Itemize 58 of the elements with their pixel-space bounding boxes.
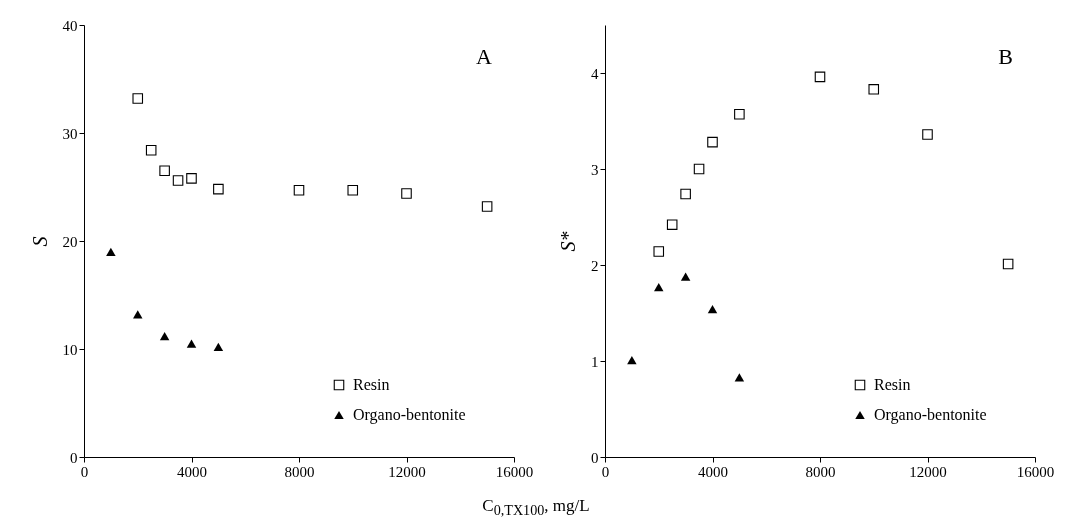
point (401, 188, 412, 199)
point (186, 339, 197, 348)
x-tick-label: 0 (80, 463, 89, 480)
point (213, 342, 224, 351)
y-axis-title: S* (557, 231, 579, 252)
point (653, 246, 665, 257)
point (680, 272, 691, 281)
point (347, 184, 359, 196)
point (734, 108, 745, 120)
annotation: B (998, 44, 1013, 69)
legend-label: Resin (353, 376, 390, 393)
point (922, 129, 933, 140)
point (693, 163, 705, 175)
x-tick-label: 4000 (698, 463, 728, 480)
y-tick-label: 0 (70, 449, 78, 466)
x-tick-label: 16000 (495, 463, 534, 480)
x-tick-label: 8000 (284, 463, 315, 480)
y-tick-label: 4 (591, 65, 599, 82)
y-tick-label: 0 (591, 449, 599, 466)
point (734, 373, 745, 382)
point (1002, 258, 1014, 270)
y-tick-label: 20 (62, 233, 78, 250)
point (707, 305, 718, 314)
x-tick-label: 16000 (1016, 463, 1055, 480)
point (145, 144, 157, 156)
point (627, 355, 637, 365)
point (106, 247, 116, 256)
point (481, 201, 493, 212)
legend-label: Organo-bentonite (353, 406, 466, 424)
y-tick-label: 40 (62, 17, 78, 34)
x-tick-label: 4000 (177, 463, 207, 480)
point (159, 331, 170, 341)
point (707, 136, 718, 148)
y-tick-label: 3 (591, 161, 599, 178)
legend-label: Organo-bentonite (874, 406, 987, 424)
point (172, 175, 184, 186)
y-tick-label: 2 (591, 257, 599, 274)
point (814, 71, 826, 83)
x-tick-label: 12000 (909, 463, 947, 480)
point (654, 282, 664, 292)
x-axis-title: C$_{0,TX100}$, mg/L (481, 496, 591, 520)
point (159, 165, 170, 177)
legend-label: Resin (874, 376, 911, 393)
y-tick-label: 30 (62, 125, 78, 142)
y-axis-title: S (28, 236, 51, 247)
y-tick-label: 10 (62, 341, 78, 358)
point (680, 188, 691, 200)
x-tick-label: 8000 (805, 463, 836, 480)
y-tick-label: 1 (591, 353, 599, 370)
point (186, 173, 197, 184)
point (868, 84, 880, 95)
point (293, 184, 305, 196)
point (132, 93, 144, 104)
point (666, 219, 678, 230)
point (213, 183, 224, 195)
x-tick-label: 12000 (388, 463, 426, 480)
point (133, 310, 143, 319)
annotation: A (476, 44, 493, 69)
